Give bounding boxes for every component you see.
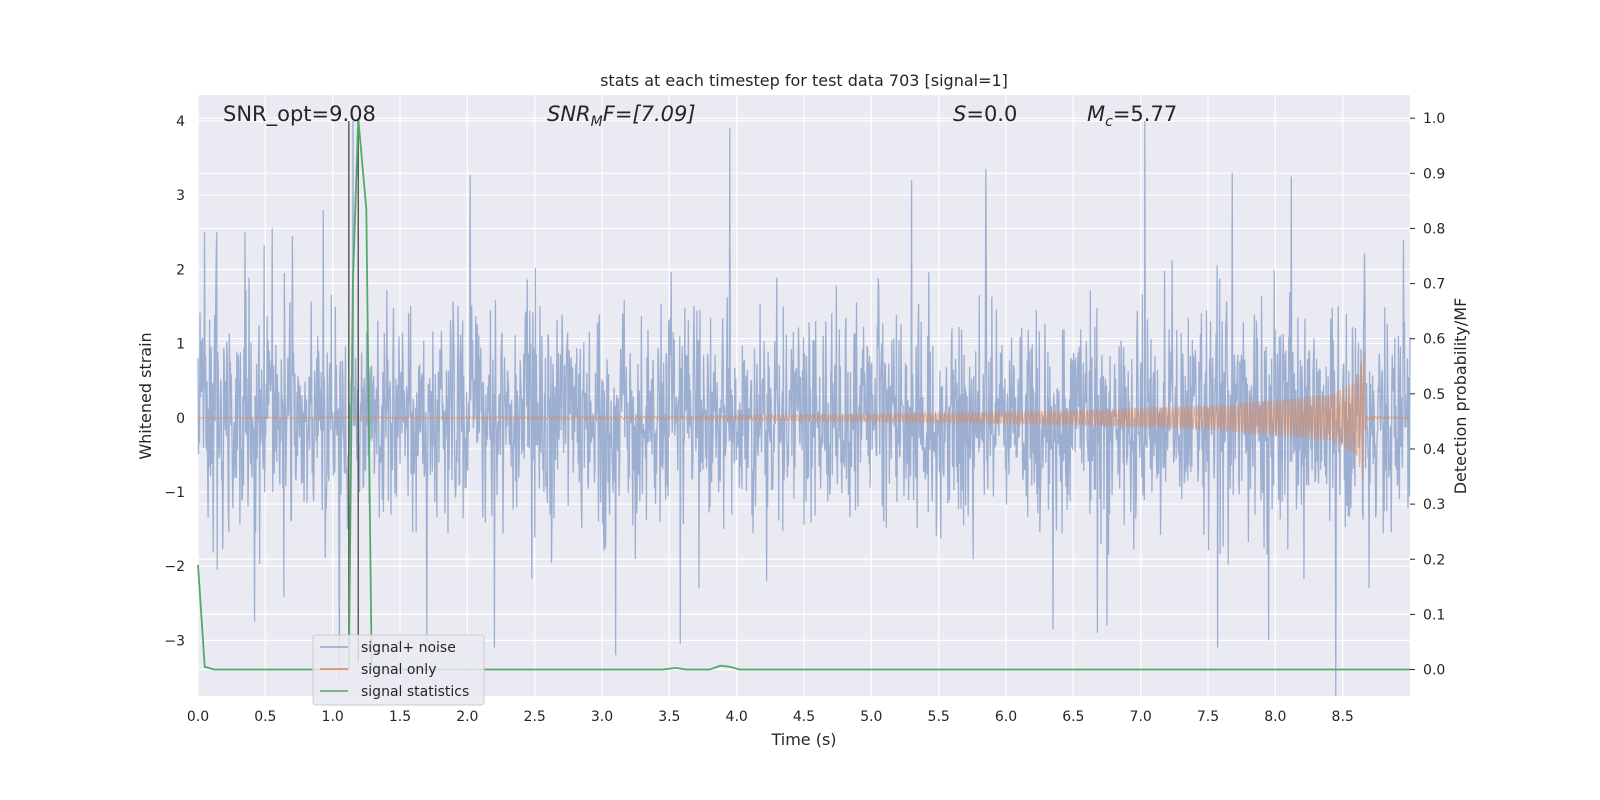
y-right-tick-label: 0.3	[1423, 497, 1445, 513]
x-tick-label: 6.5	[1062, 709, 1084, 725]
x-tick-label: 0.5	[254, 709, 276, 725]
y-right-tick-label: 0.5	[1423, 387, 1445, 403]
x-tick-label: 8.0	[1264, 709, 1286, 725]
x-axis-label: Time (s)	[770, 730, 836, 749]
x-tick-label: 1.0	[322, 709, 344, 725]
x-tick-label: 3.5	[658, 709, 680, 725]
annotation-snr-mf-base: SNR	[547, 102, 591, 126]
y-axis-right-label: Detection probability/MF	[1451, 298, 1470, 495]
y-right-tick-label: 0.7	[1423, 277, 1445, 293]
annotation-snr-opt: SNR_opt=9.08	[223, 102, 376, 127]
annotation-mc-base: M	[1087, 102, 1105, 126]
y-right-tick-label: 0.8	[1423, 221, 1445, 237]
ticks-layer: 0.0 0.5 1.0 1.5 2.0 2.5 3.0 3.5 4.0 4.5 5.0 5.5 6.0 6…	[164, 111, 1445, 725]
x-tick-label: 2.0	[456, 709, 478, 725]
annotation-mc-sub: c	[1105, 114, 1113, 130]
annotation-s-rest: =0.0	[966, 102, 1017, 126]
series-signal-noise	[197, 120, 1411, 697]
legend-label-signal-statistics: signal statistics	[361, 684, 469, 700]
legend-label-signal-noise: signal+ noise	[361, 640, 456, 656]
y-tick-label: −3	[164, 633, 185, 649]
annotation-layer: SNR_opt=9.08 SNRMF=[7.09] S=0.0 Mc=5.77	[223, 102, 1177, 130]
y-tick-label: −1	[164, 485, 185, 501]
y-right-tick-label: 0.0	[1423, 663, 1445, 679]
x-tick-label: 2.5	[524, 709, 546, 725]
x-tick-label: 1.5	[389, 709, 411, 725]
x-tick-label: 8.5	[1332, 709, 1354, 725]
x-tick-label: 5.0	[860, 709, 882, 725]
y-right-tick-label: 0.4	[1423, 442, 1445, 458]
x-tick-label: 3.0	[591, 709, 613, 725]
x-tick-label: 6.0	[995, 709, 1017, 725]
y-tick-label: 2	[176, 262, 185, 278]
x-tick-label: 4.5	[793, 709, 815, 725]
series-signal-only	[197, 351, 1411, 479]
y-tick-label: 3	[176, 188, 185, 204]
annotation-snr-mf-sub: M	[591, 114, 603, 130]
y-right-tick-label: 1.0	[1423, 111, 1445, 127]
legend-label-signal-only: signal only	[361, 662, 436, 678]
x-tick-label: 0.0	[187, 709, 209, 725]
x-tick-label: 4.0	[726, 709, 748, 725]
annotation-s: S=0.0	[953, 102, 1017, 126]
chart-title: stats at each timestep for test data 703…	[600, 71, 1008, 90]
y-right-tick-label: 0.2	[1423, 552, 1445, 568]
y-axis-label: Whitened strain	[136, 332, 155, 459]
legend: signal+ noise signal only signal statist…	[312, 634, 485, 706]
annotation-s-base: S	[953, 102, 966, 126]
x-tick-label: 7.0	[1130, 709, 1152, 725]
y-right-tick-label: 0.1	[1423, 607, 1445, 623]
legend-box	[312, 634, 485, 706]
y-tick-label: 4	[176, 114, 185, 130]
y-right-tick-label: 0.9	[1423, 166, 1445, 182]
annotation-snr-mf: SNRMF=[7.09]	[547, 102, 696, 130]
y-tick-label: 0	[176, 411, 185, 427]
y-right-tick-label: 0.6	[1423, 332, 1445, 348]
y-tick-label: 1	[176, 337, 185, 353]
x-tick-label: 7.5	[1197, 709, 1219, 725]
annotation-snr-mf-rest: F=[7.09]	[603, 102, 696, 126]
annotation-mc: Mc=5.77	[1087, 102, 1177, 130]
y-tick-label: −2	[164, 559, 185, 575]
x-tick-label: 5.5	[928, 709, 950, 725]
annotation-mc-rest: =5.77	[1113, 102, 1177, 126]
